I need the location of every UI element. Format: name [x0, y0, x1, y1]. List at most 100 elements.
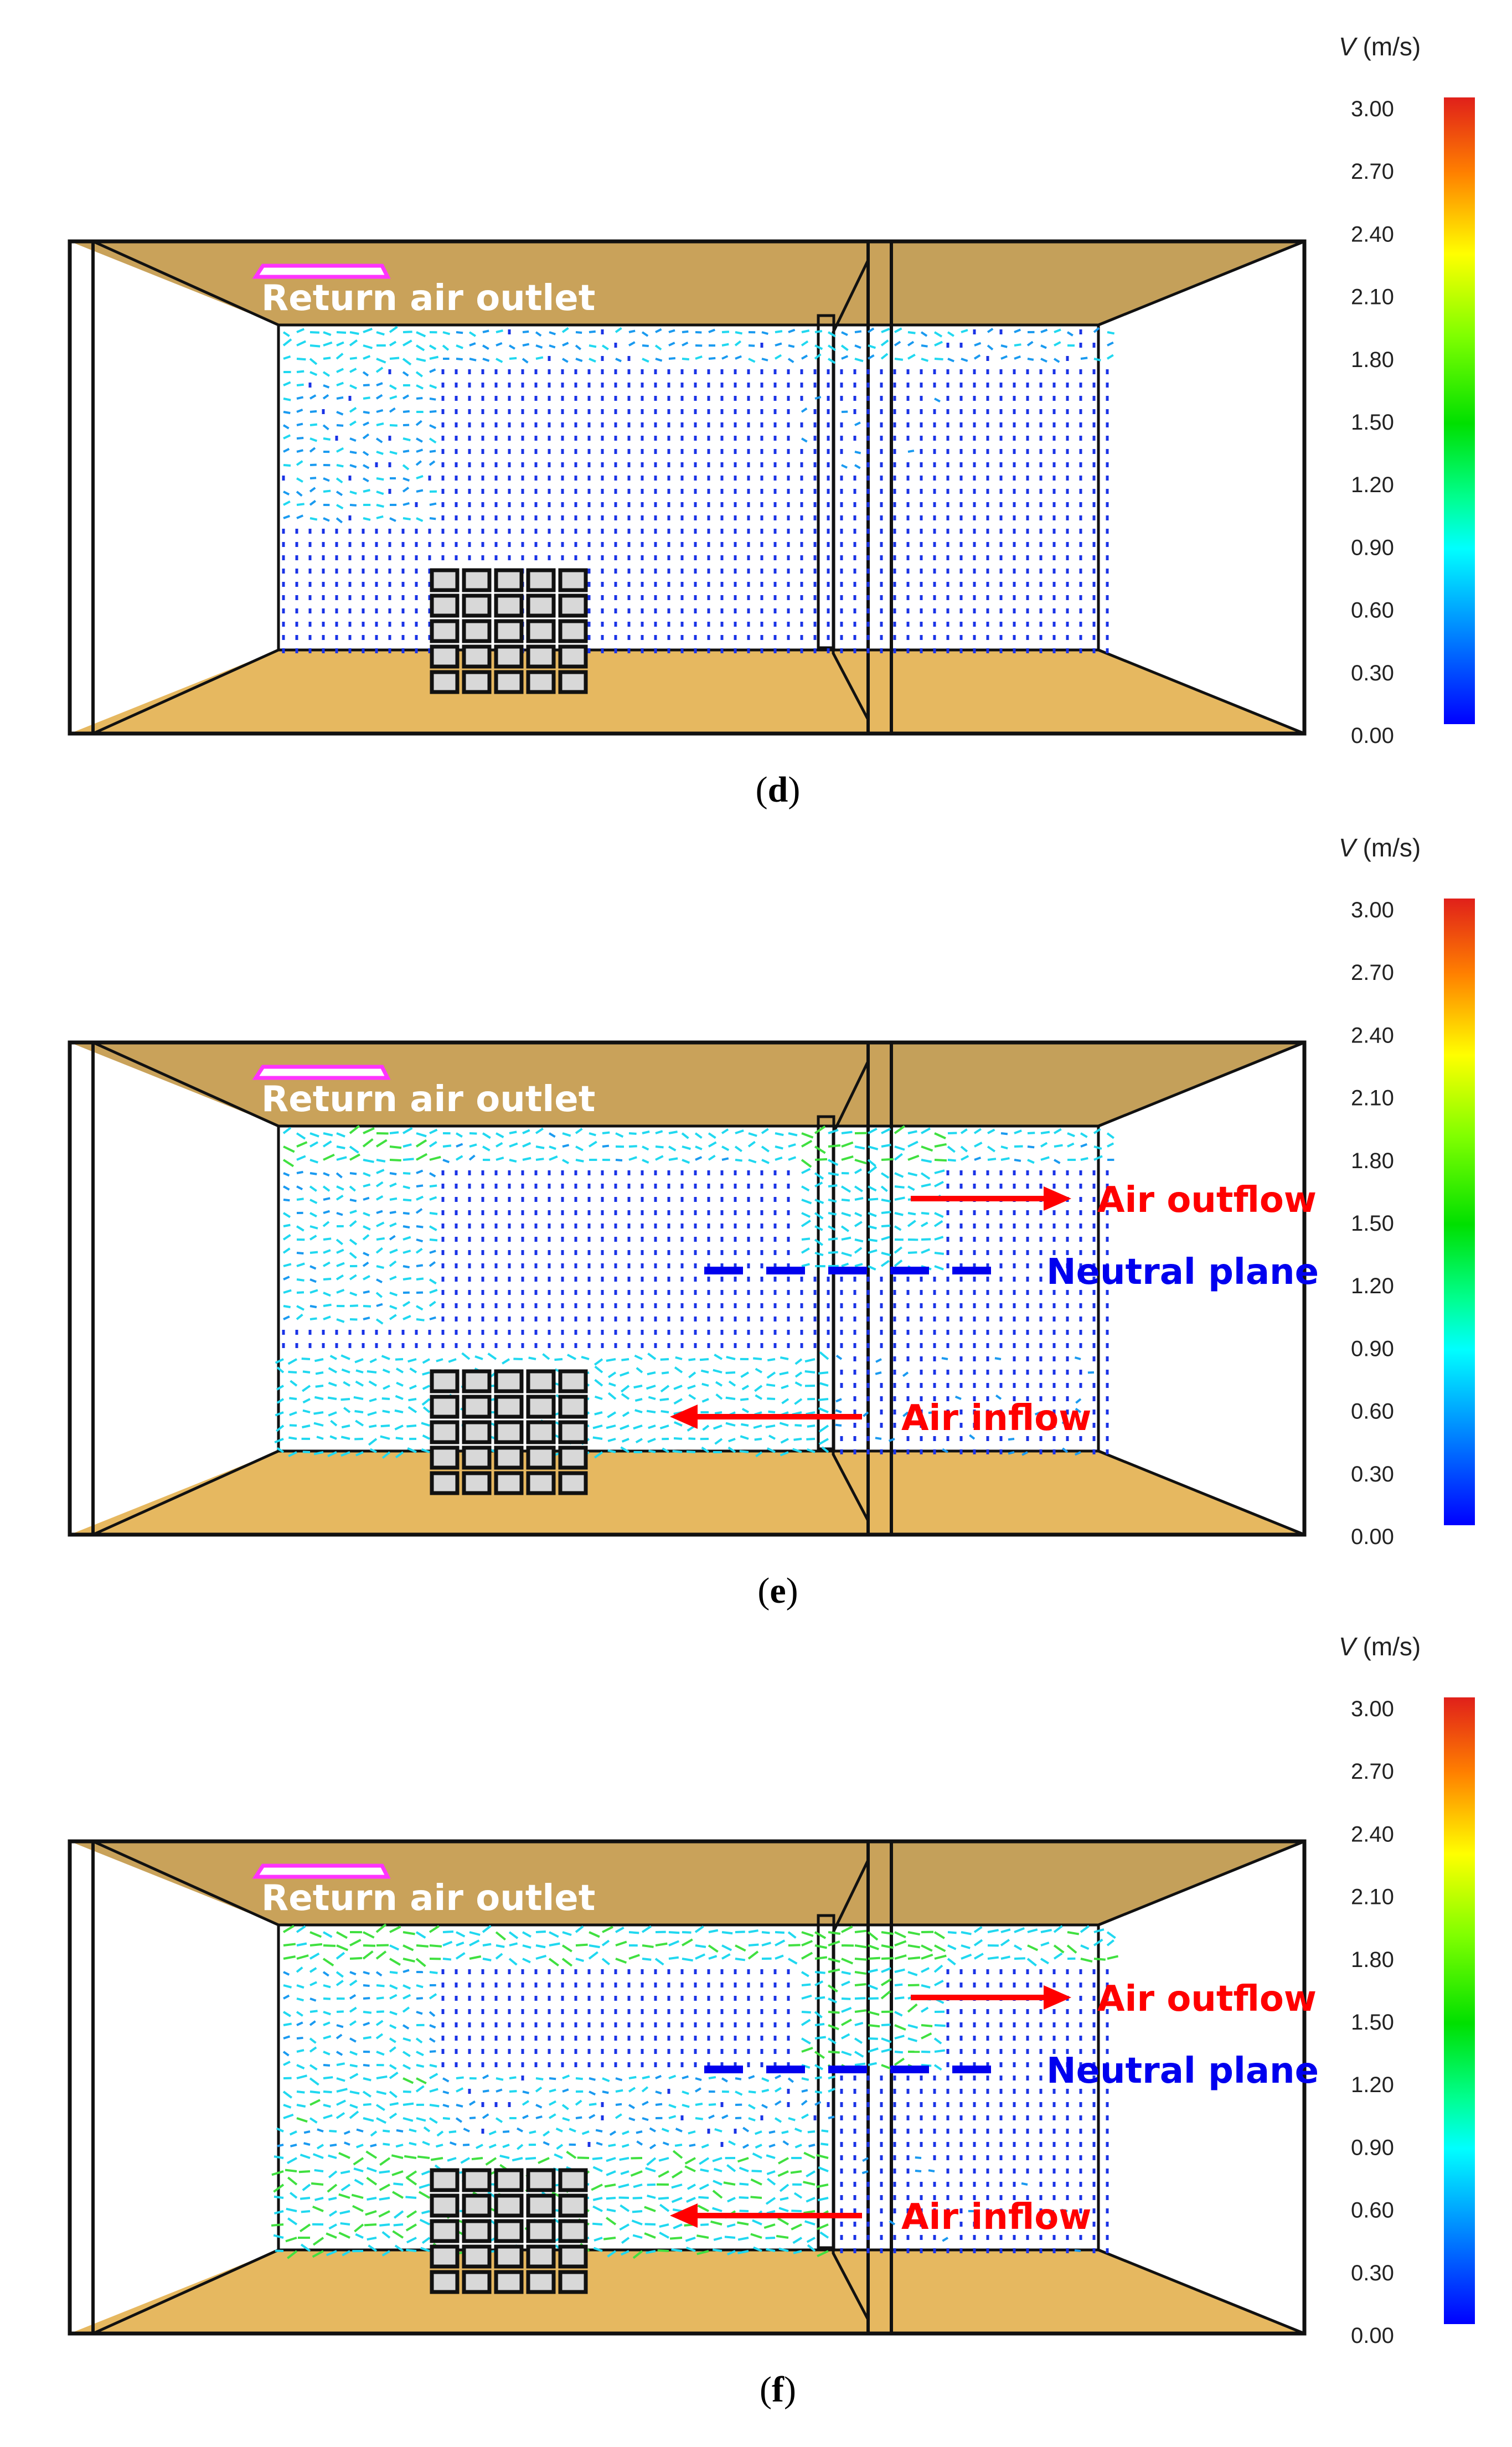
velocity-vector — [375, 595, 378, 600]
velocity-vector — [946, 396, 949, 401]
velocity-vector — [482, 1925, 492, 1933]
velocity-vector — [788, 1132, 798, 1137]
velocity-vector — [1000, 344, 1008, 348]
velocity-vector — [391, 2154, 404, 2159]
velocity-vector — [787, 515, 790, 520]
velocity-vector — [393, 2223, 404, 2227]
velocity-vector — [868, 1197, 879, 1201]
velocity-vector — [654, 1170, 657, 1175]
velocity-vector — [566, 1354, 576, 1360]
velocity-vector — [720, 1250, 724, 1255]
velocity-vector — [388, 529, 391, 534]
velocity-vector — [893, 2089, 896, 2094]
velocity-vector — [696, 2234, 709, 2239]
velocity-vector — [336, 1248, 344, 1254]
velocity-vector — [574, 422, 577, 427]
velocity-vector — [1079, 1343, 1082, 1348]
velocity-vector — [707, 383, 710, 388]
velocity-vector — [707, 2049, 710, 2054]
velocity-vector — [455, 542, 458, 547]
velocity-vector — [408, 1398, 417, 1402]
velocity-vector — [734, 449, 737, 454]
velocity-vector — [708, 328, 716, 333]
velocity-vector — [602, 1144, 610, 1148]
velocity-vector — [880, 2182, 883, 2187]
colorbar-tick-label: 0.00 — [1351, 1525, 1394, 1549]
velocity-vector — [574, 1330, 577, 1335]
velocity-vector — [734, 635, 737, 640]
back-wall — [277, 1124, 1100, 1453]
velocity-vector — [667, 436, 670, 441]
velocity-vector — [946, 1423, 949, 1428]
velocity-vector — [375, 1343, 378, 1348]
velocity-vector — [648, 1449, 656, 1453]
velocity-vector — [840, 555, 843, 560]
velocity-vector — [801, 1952, 813, 1960]
velocity-vector — [415, 2037, 423, 2044]
velocity-vector — [667, 515, 670, 520]
velocity-vector — [814, 2051, 825, 2059]
velocity-vector — [416, 1277, 424, 1281]
velocity-vector — [747, 1263, 750, 1268]
velocity-vector — [680, 1330, 684, 1335]
equipment-unit — [558, 2219, 588, 2243]
velocity-vector — [328, 1381, 337, 1387]
equipment-unit — [526, 2168, 556, 2192]
velocity-vector — [853, 2222, 856, 2227]
velocity-vector — [323, 2064, 331, 2067]
velocity-vector — [893, 409, 896, 414]
velocity-vector — [880, 1303, 883, 1308]
velocity-vector — [282, 1343, 285, 1348]
velocity-vector — [1052, 502, 1056, 507]
velocity-vector — [973, 369, 976, 374]
velocity-vector — [946, 2142, 949, 2147]
velocity-vector — [468, 1263, 471, 1268]
velocity-vector — [946, 422, 949, 427]
velocity-vector — [309, 2064, 318, 2071]
velocity-vector — [521, 2022, 524, 2027]
velocity-vector — [614, 396, 617, 401]
velocity-vector — [987, 1956, 999, 1960]
velocity-vector — [335, 648, 338, 653]
velocity-vector — [893, 396, 896, 401]
velocity-vector — [271, 2170, 284, 2176]
colorbar-label-symbol: V — [1339, 833, 1358, 862]
velocity-vector — [779, 2183, 789, 2192]
velocity-vector — [760, 1263, 763, 1268]
velocity-vector — [574, 1237, 577, 1242]
velocity-vector — [549, 1931, 559, 1938]
velocity-vector — [708, 2076, 716, 2079]
velocity-vector — [508, 1969, 511, 1974]
velocity-vector — [707, 1224, 710, 1228]
velocity-vector — [827, 1290, 830, 1295]
velocity-vector — [747, 409, 750, 414]
velocity-vector — [959, 2076, 963, 2081]
velocity-vector — [522, 2114, 529, 2119]
velocity-vector — [893, 582, 896, 587]
velocity-vector — [441, 1290, 445, 1295]
velocity-vector — [348, 476, 352, 481]
velocity-vector — [587, 1237, 591, 1242]
velocity-vector — [1079, 1290, 1082, 1295]
velocity-vector — [441, 422, 445, 427]
velocity-vector — [1000, 1145, 1008, 1150]
velocity-vector — [713, 2180, 723, 2186]
velocity-vector — [562, 1144, 570, 1148]
velocity-vector — [1106, 1939, 1114, 1947]
velocity-vector — [375, 1923, 387, 1933]
velocity-vector — [853, 1317, 856, 1321]
velocity-vector — [309, 1159, 318, 1164]
velocity-vector — [335, 555, 338, 560]
velocity-vector — [760, 2115, 763, 2120]
velocity-vector — [534, 1263, 538, 1268]
velocity-vector — [959, 1356, 963, 1361]
velocity-vector — [549, 1942, 560, 1947]
velocity-vector — [959, 462, 963, 467]
velocity-vector — [627, 436, 631, 441]
velocity-vector — [1079, 2222, 1082, 2227]
velocity-vector — [632, 2250, 643, 2259]
velocity-vector — [349, 420, 357, 426]
velocity-vector — [309, 344, 321, 348]
velocity-vector — [336, 2051, 343, 2056]
velocity-vector — [1092, 1210, 1096, 1215]
